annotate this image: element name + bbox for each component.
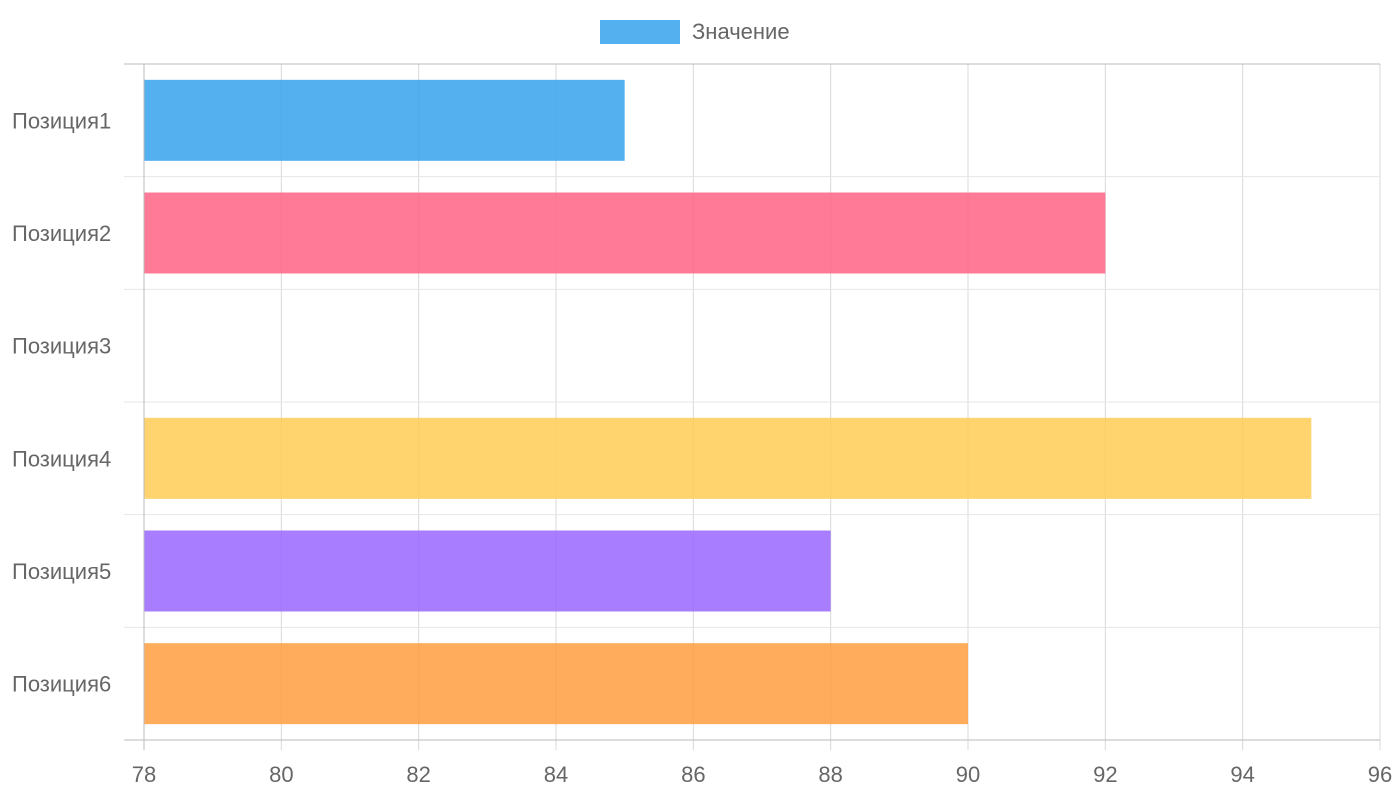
grid-lines <box>124 63 1381 750</box>
y-tick-label: Позиция5 <box>12 559 111 584</box>
x-tick-label: 84 <box>544 762 568 787</box>
x-tick-label: 82 <box>406 762 430 787</box>
legend-label[interactable]: Значение <box>692 19 790 44</box>
y-axis-labels: Позиция1 Позиция2 Позиция3 Позиция4 Позиция5… <box>12 108 111 696</box>
y-tick-label: Позиция6 <box>12 672 111 697</box>
y-tick-label: Позиция3 <box>12 334 111 359</box>
x-tick-label: 88 <box>818 762 842 787</box>
x-axis-labels: 78 80 82 84 86 88 90 92 94 96 <box>132 762 1392 787</box>
bar-4[interactable] <box>144 417 1312 499</box>
x-tick-label: 90 <box>956 762 980 787</box>
legend[interactable]: Значение <box>600 19 790 44</box>
x-tick-label: 96 <box>1368 762 1392 787</box>
legend-swatch[interactable] <box>600 20 680 44</box>
x-tick-label: 86 <box>681 762 705 787</box>
y-tick-label: Позиция2 <box>12 221 111 246</box>
bar-6[interactable] <box>144 643 968 725</box>
bar-5[interactable] <box>144 530 831 612</box>
x-tick-label: 92 <box>1093 762 1117 787</box>
bars <box>144 79 1312 725</box>
x-tick-label: 78 <box>132 762 156 787</box>
bar-2[interactable] <box>144 192 1106 274</box>
y-tick-label: Позиция1 <box>12 108 111 133</box>
x-tick-label: 80 <box>269 762 293 787</box>
x-tick-label: 94 <box>1230 762 1254 787</box>
bar-1[interactable] <box>144 79 625 161</box>
y-tick-label: Позиция4 <box>12 446 111 471</box>
